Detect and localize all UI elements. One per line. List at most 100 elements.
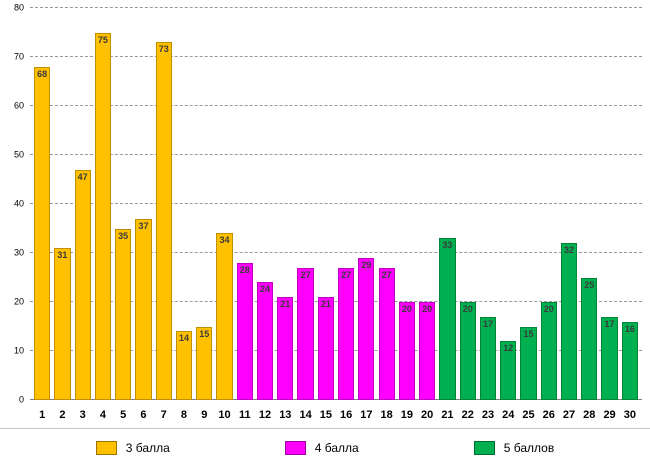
bar-value-label: 29 — [361, 259, 372, 270]
bar-5: 35 — [115, 228, 132, 400]
x-tick-label: 18 — [380, 409, 393, 421]
bar-slot: 75 — [93, 8, 113, 400]
bar-slot: 68 — [32, 8, 52, 400]
bar-23: 17 — [479, 316, 497, 400]
x-tick-label: 7 — [160, 409, 167, 421]
y-tick-label: 60 — [13, 100, 24, 111]
gridline — [30, 7, 642, 8]
bar-21: 33 — [439, 238, 456, 400]
bar-slot: 73 — [154, 8, 174, 400]
x-tick-label: 9 — [201, 409, 208, 421]
bar-18: 27 — [378, 267, 395, 400]
x-tick-label: 2 — [59, 409, 66, 421]
bar-2: 31 — [54, 248, 71, 400]
bar-slot: 37 — [133, 8, 153, 400]
bar-value-label: 31 — [57, 250, 68, 261]
y-tick-label: 0 — [18, 394, 24, 405]
bar-slot: 17 — [478, 8, 498, 400]
bar-value-label: 17 — [604, 318, 615, 329]
legend-label: 4 балла — [314, 441, 359, 455]
x-tick-label: 16 — [339, 409, 353, 421]
bar-17: 29 — [358, 257, 375, 400]
y-tick-label: 70 — [13, 51, 24, 62]
bar-value-label: 75 — [97, 34, 108, 45]
x-tick-label: 24 — [502, 409, 515, 421]
bar-slot: 15 — [194, 8, 214, 400]
bar-value-label: 47 — [77, 171, 88, 182]
bar-slot: 27 — [295, 8, 315, 400]
gridline — [30, 399, 642, 400]
bar-value-label: 27 — [341, 269, 352, 280]
legend-item-3-balla: 3 балла — [95, 441, 170, 455]
bar-value-label: 68 — [37, 68, 48, 79]
x-tick-label: 29 — [603, 409, 616, 421]
x-tick-label: 14 — [299, 409, 312, 421]
bar-22: 20 — [459, 302, 476, 400]
x-tick-label: 10 — [218, 409, 231, 421]
plot-area: 68 31 47 75 35 37 73 14 15 34 28 24 21 27 21 27 29 27 20 20… — [30, 7, 642, 400]
x-tick-label: 28 — [583, 409, 596, 421]
bar-14: 27 — [297, 267, 314, 400]
bar-value-label: 34 — [219, 235, 230, 246]
y-axis: 0 10 20 30 40 50 60 70 80 — [0, 3, 28, 404]
bar-27: 32 — [560, 243, 578, 400]
x-tick-label: 23 — [481, 409, 495, 421]
bar-13: 21 — [277, 297, 294, 400]
bar-slot: 16 — [620, 8, 640, 400]
bar-slot: 33 — [437, 8, 457, 400]
bar-value-label: 35 — [118, 230, 129, 241]
bar-8: 14 — [175, 331, 193, 400]
bar-6: 37 — [135, 218, 152, 400]
x-tick-label: 3 — [79, 409, 86, 421]
x-tick-label: 30 — [623, 409, 636, 421]
bars: 68 31 47 75 35 37 73 14 15 34 28 24 21 27 21 27 29 27 20 20… — [30, 8, 642, 400]
bar-value-label: 17 — [482, 318, 493, 329]
x-tick-label: 12 — [258, 409, 272, 421]
bar-slot: 12 — [498, 8, 518, 400]
bar-value-label: 25 — [584, 279, 595, 290]
x-tick-label: 27 — [562, 409, 576, 421]
x-tick-label: 6 — [140, 409, 147, 421]
bar-value-label: 12 — [503, 343, 514, 354]
y-tick-label: 80 — [13, 2, 24, 13]
gridline — [30, 105, 642, 106]
bar-value-label: 21 — [320, 299, 331, 310]
x-tick-label: 19 — [400, 409, 414, 421]
x-tick-label: 22 — [461, 409, 474, 421]
bar-value-label: 15 — [523, 328, 534, 339]
bar-7: 73 — [155, 42, 172, 400]
bar-value-label: 14 — [178, 333, 189, 344]
bar-1: 68 — [34, 66, 51, 400]
x-axis: 1 2 3 4 5 6 7 8 9 10 11 12 13 14 15 16 17 18 19 20 21 22 23 24 2… — [30, 405, 642, 425]
bar-value-label: 16 — [624, 323, 635, 334]
bar-25: 15 — [520, 326, 537, 400]
y-tick-label: 40 — [13, 198, 24, 209]
legend-label: 5 баллов — [503, 441, 555, 455]
bar-value-label: 73 — [158, 44, 169, 55]
bar-12: 24 — [256, 282, 274, 400]
bar-value-label: 28 — [239, 264, 250, 275]
x-tick-label: 5 — [120, 409, 127, 421]
bar-16: 27 — [338, 267, 355, 400]
x-tick-label: 13 — [279, 409, 292, 421]
bar-3: 47 — [74, 169, 91, 400]
bar-slot: 27 — [336, 8, 356, 400]
bar-slot: 27 — [377, 8, 397, 400]
gridline — [30, 301, 642, 302]
x-tick-label: 20 — [421, 409, 434, 421]
bar-slot: 32 — [559, 8, 579, 400]
gridline — [30, 56, 642, 57]
legend-swatch-3-balla-icon — [95, 441, 117, 455]
bar-slot: 20 — [539, 8, 559, 400]
bar-slot: 20 — [417, 8, 437, 400]
bar-slot: 21 — [316, 8, 336, 400]
x-tick-label: 21 — [441, 409, 454, 421]
bar-value-label: 20 — [422, 304, 433, 314]
y-tick-label: 10 — [13, 345, 24, 356]
bar-11: 28 — [236, 262, 253, 400]
y-tick-label: 30 — [13, 247, 24, 258]
bar-slot: 25 — [579, 8, 599, 400]
x-tick-label: 17 — [360, 409, 373, 421]
gridline — [30, 203, 642, 204]
